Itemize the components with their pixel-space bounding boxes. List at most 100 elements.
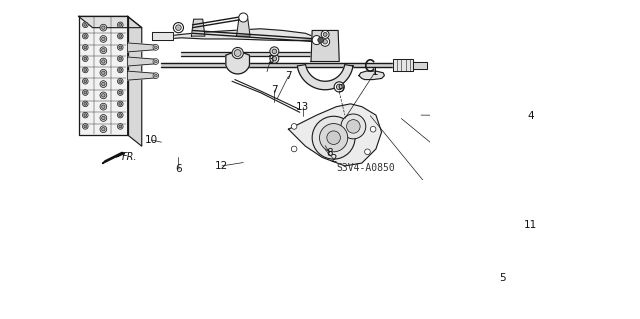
Circle shape [365,149,371,155]
Circle shape [291,123,297,129]
Circle shape [319,123,348,152]
Circle shape [347,120,360,133]
Circle shape [318,37,323,43]
Circle shape [118,45,123,50]
Polygon shape [393,59,413,71]
Circle shape [119,57,122,60]
Circle shape [153,59,159,64]
Text: 7: 7 [271,85,278,95]
Circle shape [327,131,340,145]
Circle shape [84,114,86,116]
Polygon shape [102,152,125,164]
Polygon shape [159,29,317,41]
Polygon shape [127,57,156,66]
Circle shape [100,47,107,54]
Circle shape [323,33,327,36]
Circle shape [100,92,107,99]
Circle shape [371,126,376,132]
Polygon shape [311,31,339,62]
Circle shape [102,116,105,120]
Text: 10: 10 [145,135,158,145]
Circle shape [83,56,88,62]
Text: 2: 2 [330,154,337,164]
Circle shape [270,54,279,63]
Circle shape [84,91,86,94]
Circle shape [84,125,86,128]
Circle shape [100,58,107,65]
Circle shape [118,123,123,129]
Circle shape [337,84,342,90]
Circle shape [291,146,297,152]
Polygon shape [127,43,156,52]
Circle shape [119,91,122,94]
Polygon shape [359,71,385,79]
Circle shape [100,81,107,87]
Polygon shape [127,16,141,146]
Circle shape [321,31,329,38]
Circle shape [272,49,276,54]
Circle shape [83,78,88,84]
Circle shape [154,60,157,63]
Text: 5: 5 [500,273,506,283]
Circle shape [154,74,157,77]
Circle shape [232,48,243,59]
Polygon shape [191,19,205,36]
Text: 6: 6 [175,164,182,174]
Circle shape [118,67,123,73]
Text: 12: 12 [215,161,228,171]
Circle shape [321,37,330,46]
Polygon shape [237,19,250,36]
Circle shape [83,101,88,107]
Circle shape [119,125,122,128]
Text: 7: 7 [285,71,292,81]
Polygon shape [226,54,250,74]
Circle shape [100,24,107,31]
Circle shape [102,128,105,131]
Circle shape [153,73,159,78]
Circle shape [118,22,123,28]
Circle shape [118,56,123,62]
Circle shape [334,82,344,92]
Circle shape [312,116,355,159]
Circle shape [83,67,88,73]
Circle shape [118,112,123,118]
Circle shape [102,26,105,29]
Text: 8: 8 [326,148,333,158]
Circle shape [118,101,123,107]
Circle shape [119,114,122,116]
Circle shape [100,35,107,42]
Text: 4: 4 [528,111,534,121]
Circle shape [84,46,86,49]
Text: 13: 13 [296,102,309,112]
Circle shape [84,57,86,60]
Circle shape [272,56,276,61]
Circle shape [118,90,123,95]
Circle shape [84,69,86,71]
Circle shape [119,102,122,105]
Circle shape [234,50,241,56]
Circle shape [119,23,122,26]
Polygon shape [413,62,427,69]
Polygon shape [79,16,127,135]
Circle shape [83,123,88,129]
Circle shape [83,90,88,95]
Circle shape [173,23,184,33]
Circle shape [118,33,123,39]
Circle shape [102,48,105,52]
Circle shape [100,126,107,133]
Circle shape [84,35,86,38]
Text: 3: 3 [267,56,274,65]
Text: 1: 1 [372,67,379,77]
Circle shape [119,80,122,83]
Circle shape [239,13,248,22]
Circle shape [270,47,279,56]
Polygon shape [127,71,156,80]
Circle shape [154,46,157,49]
Circle shape [102,71,105,75]
Circle shape [84,80,86,83]
Circle shape [312,35,321,45]
Polygon shape [79,16,141,28]
Polygon shape [152,32,173,40]
Circle shape [119,46,122,49]
Circle shape [323,40,328,44]
